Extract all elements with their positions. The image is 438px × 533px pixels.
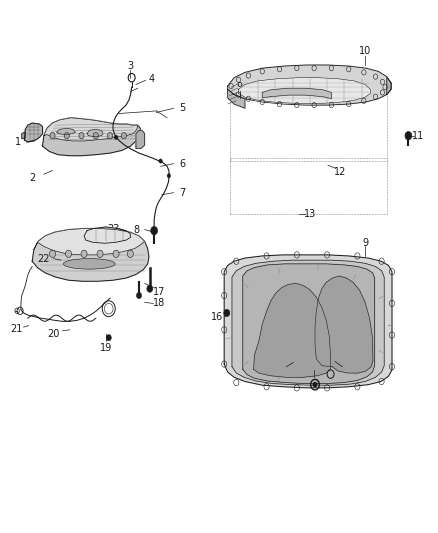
Text: 10: 10 <box>359 46 371 56</box>
Polygon shape <box>34 229 145 255</box>
Text: 2: 2 <box>29 173 35 183</box>
Text: 18: 18 <box>153 298 166 309</box>
Text: 4: 4 <box>149 74 155 84</box>
Polygon shape <box>243 264 374 384</box>
Text: 11: 11 <box>412 131 424 141</box>
Polygon shape <box>315 276 373 373</box>
Circle shape <box>121 133 127 139</box>
Circle shape <box>405 132 412 140</box>
Circle shape <box>147 285 153 292</box>
Polygon shape <box>254 284 331 377</box>
Text: 20: 20 <box>48 329 60 339</box>
Circle shape <box>50 133 55 139</box>
Circle shape <box>151 227 158 235</box>
Circle shape <box>64 133 69 139</box>
Text: 1: 1 <box>15 137 21 147</box>
Polygon shape <box>22 132 25 139</box>
Circle shape <box>93 133 99 139</box>
Circle shape <box>81 250 87 257</box>
Polygon shape <box>228 90 245 108</box>
Circle shape <box>152 228 156 233</box>
Text: 9: 9 <box>362 238 368 248</box>
Polygon shape <box>387 78 391 94</box>
Text: 23: 23 <box>107 223 119 233</box>
Circle shape <box>97 250 103 257</box>
Polygon shape <box>232 260 384 385</box>
Circle shape <box>127 250 134 257</box>
Circle shape <box>224 309 230 317</box>
Polygon shape <box>87 130 103 137</box>
Circle shape <box>49 250 56 257</box>
Polygon shape <box>32 229 149 281</box>
Circle shape <box>136 292 141 298</box>
Text: 8: 8 <box>134 224 140 235</box>
Polygon shape <box>238 78 371 103</box>
Text: 13: 13 <box>304 209 316 219</box>
Circle shape <box>114 135 118 140</box>
Circle shape <box>66 250 71 257</box>
Polygon shape <box>262 88 332 99</box>
Ellipse shape <box>64 259 115 269</box>
Polygon shape <box>25 123 42 142</box>
Text: 3: 3 <box>127 61 134 71</box>
Polygon shape <box>136 131 145 148</box>
Circle shape <box>159 159 162 163</box>
Text: 12: 12 <box>334 166 346 176</box>
Text: 19: 19 <box>99 343 112 353</box>
Text: 6: 6 <box>179 159 185 168</box>
Text: 22: 22 <box>38 254 50 264</box>
Polygon shape <box>42 118 140 156</box>
Text: 5: 5 <box>179 103 185 114</box>
Polygon shape <box>224 255 392 388</box>
Circle shape <box>107 133 113 139</box>
Polygon shape <box>84 227 131 243</box>
Polygon shape <box>228 65 391 105</box>
Text: 17: 17 <box>153 287 166 297</box>
Polygon shape <box>44 118 138 141</box>
Circle shape <box>79 133 84 139</box>
Text: 15: 15 <box>308 377 320 387</box>
Circle shape <box>313 382 317 387</box>
Text: 16: 16 <box>211 312 223 321</box>
Text: 21: 21 <box>11 324 23 334</box>
Circle shape <box>167 174 170 178</box>
Polygon shape <box>57 128 75 135</box>
Circle shape <box>106 335 111 341</box>
Text: 9: 9 <box>237 82 243 92</box>
Circle shape <box>113 250 119 257</box>
Text: 12: 12 <box>273 366 286 375</box>
Text: 7: 7 <box>179 188 185 198</box>
Text: 14: 14 <box>343 366 355 375</box>
